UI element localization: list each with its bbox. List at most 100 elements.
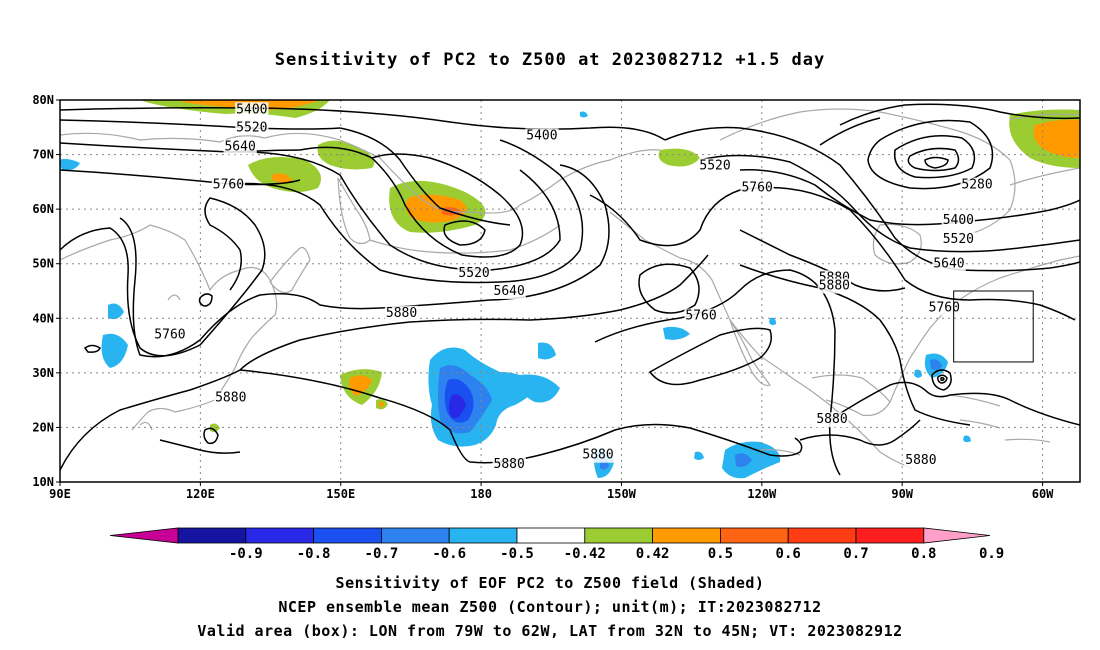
colorbar-swatch (516, 527, 586, 544)
contour-5760-east (589, 186, 1076, 321)
colorbar-label: -0.42 (564, 546, 606, 562)
coastline-gulf (811, 374, 891, 417)
contour-5880-east (829, 381, 1080, 426)
contour-label: 5880 (582, 448, 613, 463)
colorbar: -0.9 -0.8 -0.7 -0.6 -0.5 -0.42 0.42 0.5 0.6 0.7 0.… (109, 527, 1004, 562)
caption-line-3: Valid area (box): LON from 79W to 62W, L… (197, 622, 903, 640)
lon-tick-label: 120E (186, 487, 215, 501)
contour-small-loop-3 (203, 427, 219, 445)
contour-label: 5640 (494, 284, 525, 299)
contour-5280-center (924, 156, 949, 169)
colorbar-swatch (448, 527, 518, 544)
lon-tick-label: 120W (747, 487, 777, 501)
positive-region (658, 148, 700, 167)
negative-region (663, 326, 690, 340)
contour-label: 5520 (458, 266, 489, 281)
contour-5280-ring-3 (907, 147, 960, 172)
colorbar-swatch (177, 527, 247, 544)
axis-labels: 90E 120E 150E 180 150W 120W 90W 60W 10N 20N 30N 40N… (32, 93, 1054, 501)
map-title: Sensitivity of PC2 to Z500 at 2023082712… (274, 50, 826, 70)
contour-label-bg (932, 256, 966, 272)
lon-tick-label: 150W (607, 487, 637, 501)
contour-low-ring-4 (229, 139, 584, 284)
contour-5520-west (60, 119, 341, 130)
contour-5880-subtropical (799, 419, 921, 446)
contour-5760-west (60, 169, 301, 186)
shaded-sensitivity (60, 100, 1080, 479)
lat-tick-label: 30N (32, 366, 54, 380)
negative-region (538, 342, 556, 360)
contour-label: 5640 (933, 257, 964, 272)
z500-contours (60, 103, 1080, 476)
contour-label-bg (941, 213, 976, 229)
colorbar-swatch (380, 527, 450, 544)
contour-label: 5760 (154, 328, 185, 343)
coastlines (60, 108, 1080, 469)
colorbar-high-arrow (923, 527, 991, 544)
contour-arctic-east-2 (819, 117, 881, 146)
colorbar-swatch (584, 527, 653, 544)
colorbar-label: -0.8 (297, 546, 331, 562)
contour-label-bg (384, 305, 419, 321)
contour-hurricane-inner (937, 374, 948, 384)
contour-low-ring-1 (299, 146, 524, 258)
colorbar-swatch (787, 527, 857, 544)
coastline-north-america (609, 211, 913, 469)
contour-label-bg (581, 447, 615, 463)
contour-small-loop-1 (198, 293, 213, 307)
contour-label-bg (457, 265, 491, 281)
coastline-alaska (519, 149, 661, 206)
contour-label: 5400 (943, 213, 974, 228)
contour-5880-main (60, 254, 709, 471)
contour-label-bg (960, 177, 994, 193)
lon-tick-label: 90E (49, 487, 71, 501)
colorbar-swatch (313, 527, 382, 544)
contour-5640-east (664, 126, 1080, 272)
caption-line-2: NCEP ensemble mean Z500 (Contour); unit(… (278, 598, 822, 616)
colorbar-low-arrow (109, 527, 179, 544)
colorbar-swatch (720, 527, 789, 544)
negative-region (101, 333, 128, 368)
contour-label-bg (904, 453, 938, 469)
lat-tick-label: 40N (32, 311, 54, 325)
contour-label-bg (815, 412, 849, 428)
negative-region (735, 453, 752, 468)
contour-5880-southwest (159, 439, 241, 454)
contour-labels: 5400 5520 5640 5760 5400 5520 5640 5880 5760 5880… (153, 102, 994, 472)
contour-label: 5760 (213, 178, 244, 193)
contour-label-bg (684, 308, 718, 324)
contour-arctic-east (839, 103, 1080, 126)
contour-trough-us (739, 229, 906, 292)
colorbar-swatch (245, 527, 315, 544)
contour-label: 5280 (961, 178, 992, 193)
contour-east-pacific-high (638, 263, 700, 314)
contour-label: 5400 (236, 102, 267, 117)
contour-label: 5880 (819, 279, 850, 294)
lat-tick-label: 60N (32, 202, 54, 216)
contour-label-bg (214, 390, 248, 406)
coastline-greenland (1009, 113, 1080, 186)
contour-hurricane-outer (931, 369, 952, 391)
negative-region (519, 374, 560, 403)
contour-label: 5880 (905, 453, 936, 468)
colorbar-label: 0.6 (776, 546, 801, 562)
colorbar-label: 0.7 (843, 546, 868, 562)
colorbar-label: 0.8 (911, 546, 936, 562)
contour-label: 5520 (236, 120, 267, 135)
colorbar-label: 0.5 (708, 546, 733, 562)
coastline-caribbean (949, 394, 1051, 443)
contour-label-bg (235, 120, 269, 136)
contour-label-bg (223, 139, 257, 155)
contour-5280-ring-2 (893, 135, 976, 179)
contour-5640-west (60, 142, 301, 153)
contour-label: 5880 (386, 306, 417, 321)
colorbar-swatch (652, 527, 721, 544)
map-frame (59, 99, 1081, 483)
contour-cutoff-loop (648, 327, 772, 386)
positive-region (1033, 119, 1080, 158)
contour-5760-loop (60, 197, 266, 357)
colorbar-label: 0.42 (636, 546, 670, 562)
contour-label-bg (492, 456, 526, 472)
negative-region (449, 394, 466, 419)
